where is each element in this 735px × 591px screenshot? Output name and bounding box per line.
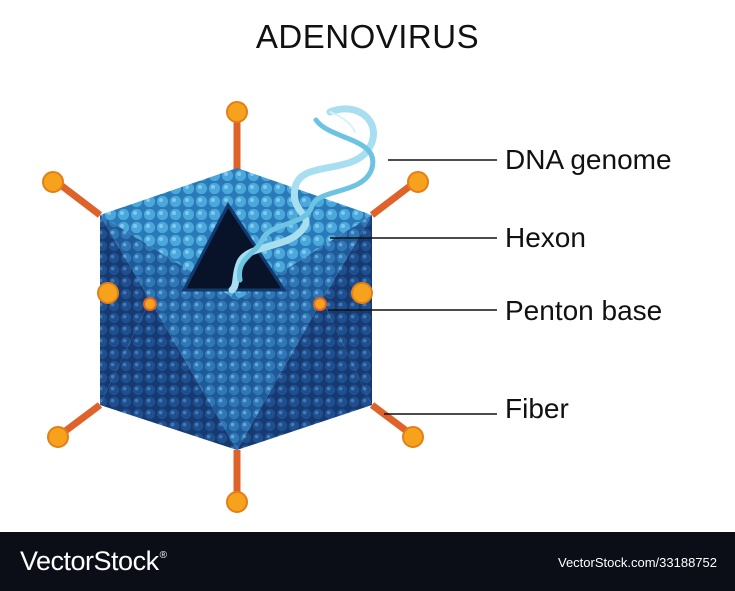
- brand-mark: ®: [159, 550, 167, 561]
- label-hexon: Hexon: [505, 222, 586, 253]
- watermark-footer: VectorStock® VectorStock.com/33188752: [0, 532, 735, 591]
- vectorstock-logo: VectorStock®: [20, 546, 167, 577]
- stock-id: VectorStock.com/33188752: [558, 555, 717, 570]
- diagram-title: ADENOVIRUS: [255, 18, 480, 55]
- adenovirus-illustration: [42, 101, 497, 513]
- fiber-knobs: [42, 101, 429, 513]
- brand-name: VectorStock: [20, 546, 159, 576]
- leader-lines: [328, 159, 497, 415]
- label-dna-genome: DNA genome: [505, 144, 672, 175]
- label-fiber: Fiber: [505, 393, 569, 424]
- penton-bases: [143, 297, 327, 311]
- capsid: [100, 168, 372, 450]
- dna-helix: [228, 105, 377, 294]
- label-penton-base: Penton base: [505, 295, 663, 326]
